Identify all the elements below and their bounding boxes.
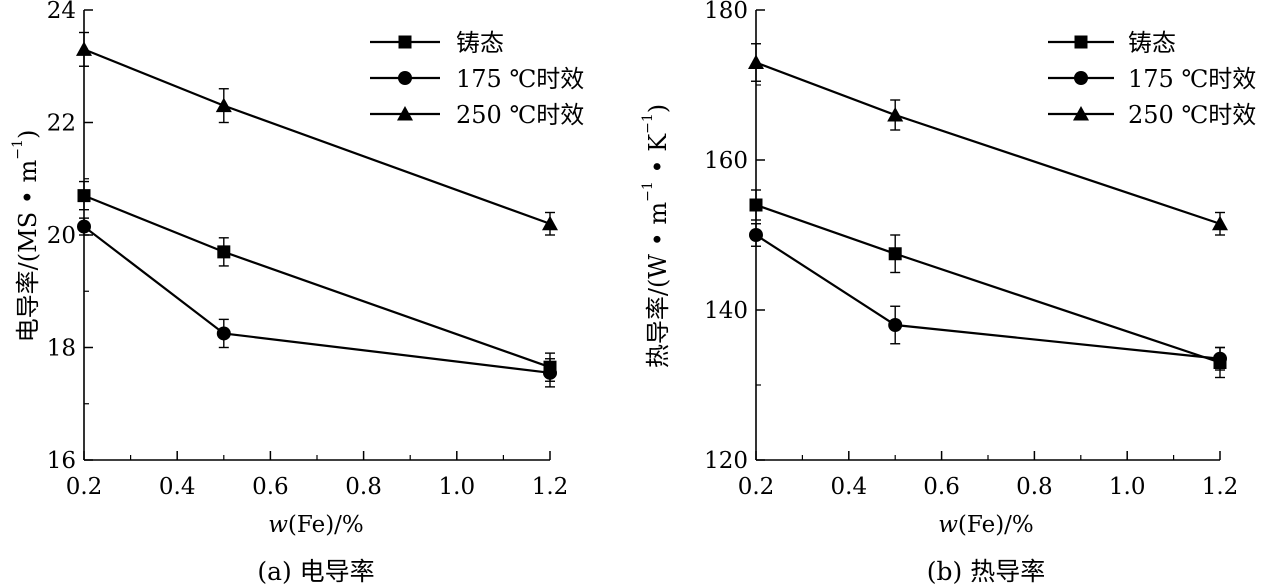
panel-b-legend-marker bbox=[1073, 106, 1089, 121]
panel-a-caption: (a) 电导率 bbox=[257, 557, 374, 586]
panel-a-x-tick-label: 0.8 bbox=[345, 474, 382, 500]
panel-a-y-tick-label: 20 bbox=[47, 223, 76, 249]
panel-b-data-point bbox=[1213, 351, 1227, 366]
panel-b-x-tick-label: 0.2 bbox=[738, 474, 775, 500]
panel-b-data-point bbox=[888, 247, 902, 261]
panel-a-series-square bbox=[77, 180, 557, 382]
panel-a-legend: 铸态 175 ℃时效 250 ℃时效 bbox=[370, 29, 584, 129]
panel-a-data-point bbox=[76, 41, 92, 56]
panel-b-y-tick-label: 140 bbox=[704, 298, 748, 324]
panel-a-x-tick-label: 1.0 bbox=[439, 474, 476, 500]
panel-a-y-tick-label: 24 bbox=[47, 0, 76, 24]
panel-a-series-line bbox=[83, 194, 551, 369]
panel-b-legend-label: 铸态 bbox=[1128, 29, 1176, 57]
panel-a-x-tick-label: 0.2 bbox=[66, 474, 103, 500]
panel-b-data-point bbox=[748, 54, 764, 69]
panel-b-x-tick-label: 0.6 bbox=[923, 474, 960, 500]
svg-text:热导率/(W • m−1 • K−1): 热导率/(W • m−1 • K−1) bbox=[640, 104, 672, 368]
panel-b-data-point bbox=[888, 318, 903, 332]
panel-a-data-point bbox=[542, 215, 558, 231]
panel-b-ylabel: 热导率/(W • m−1 • K−1) bbox=[640, 104, 672, 368]
panel-b-series-circle bbox=[749, 223, 1227, 371]
panel-b-legend-label: 250 ℃时效 bbox=[1128, 101, 1256, 129]
panel-a-legend-marker bbox=[398, 35, 412, 49]
panel-b-y-tick-label: 180 bbox=[704, 0, 748, 24]
panel-a-data-point bbox=[543, 365, 557, 380]
panel-b-series-square bbox=[749, 189, 1227, 379]
panel-b-legend-marker bbox=[1074, 35, 1088, 49]
panel-a-legend-label: 铸态 bbox=[456, 29, 504, 57]
panel-a-series-triangle bbox=[76, 31, 558, 236]
panel-a-x-tick-label: 0.4 bbox=[159, 474, 196, 500]
panel-b-x-tick-label: 0.8 bbox=[1016, 474, 1053, 500]
panel-b-series-triangle bbox=[748, 43, 1228, 236]
panel-a-series-circle bbox=[77, 217, 557, 388]
panel-b-x-tick-label: 0.4 bbox=[831, 474, 868, 500]
panel-a-data-point bbox=[216, 326, 231, 341]
panel-b-y-tick-label: 160 bbox=[704, 148, 748, 174]
panel-a-y-tick-label: 18 bbox=[47, 336, 76, 362]
panel-b-caption: (b) 热导率 bbox=[927, 557, 1045, 586]
panel-a-data-point bbox=[77, 189, 91, 203]
panel-b-y-tick-label: 120 bbox=[704, 448, 748, 474]
panel-b-legend-marker bbox=[1074, 71, 1088, 85]
panel-b-data-point bbox=[1212, 215, 1228, 231]
panel-a-series-line bbox=[83, 225, 551, 374]
panel-a-x-tick-label: 1.2 bbox=[532, 474, 569, 500]
panel-b-x-tick-label: 1.2 bbox=[1202, 474, 1239, 500]
panel-a-xlabel: w(Fe)/% bbox=[268, 512, 364, 538]
panel-b-data-point bbox=[887, 107, 904, 122]
panel-a-legend-marker bbox=[397, 106, 413, 121]
panel-a-x-tick-label: 0.6 bbox=[252, 474, 289, 500]
panel-b-x-tick-label: 1.0 bbox=[1109, 474, 1146, 500]
panel-a-data-point bbox=[217, 245, 231, 259]
panel-a-data-point bbox=[215, 97, 232, 113]
panel-a-legend-marker bbox=[398, 71, 412, 85]
panel-a-legend-label: 250 ℃时效 bbox=[456, 101, 584, 129]
panel-b-thermal-conductivity: 热导率/(W • m−1 • K−1) w(Fe)/% (b) 热导率 0.2 0… bbox=[640, 0, 1256, 586]
panel-b-series-line bbox=[755, 203, 1221, 364]
panel-a-electrical-conductivity: 电导率/(MS • m−1) w(Fe)/% (a) 电导率 0.2 0.4 0.6… bbox=[10, 0, 584, 586]
svg-text:电导率/(MS • m−1): 电导率/(MS • m−1) bbox=[10, 130, 42, 343]
panel-a-ylabel: 电导率/(MS • m−1) bbox=[10, 130, 42, 343]
panel-b-data-point bbox=[749, 198, 763, 212]
panel-b-legend: 铸态 175 ℃时效 250 ℃时效 bbox=[1048, 29, 1256, 129]
panel-a-y-tick-label: 16 bbox=[47, 448, 76, 474]
panel-a-legend-label: 175 ℃时效 bbox=[456, 65, 584, 93]
panel-b-data-point bbox=[749, 228, 763, 242]
panel-a-y-tick-label: 22 bbox=[47, 111, 76, 137]
panel-a-data-point bbox=[77, 219, 91, 234]
panel-b-xlabel: w(Fe)/% bbox=[938, 512, 1034, 538]
panel-b-legend-label: 175 ℃时效 bbox=[1128, 65, 1256, 93]
